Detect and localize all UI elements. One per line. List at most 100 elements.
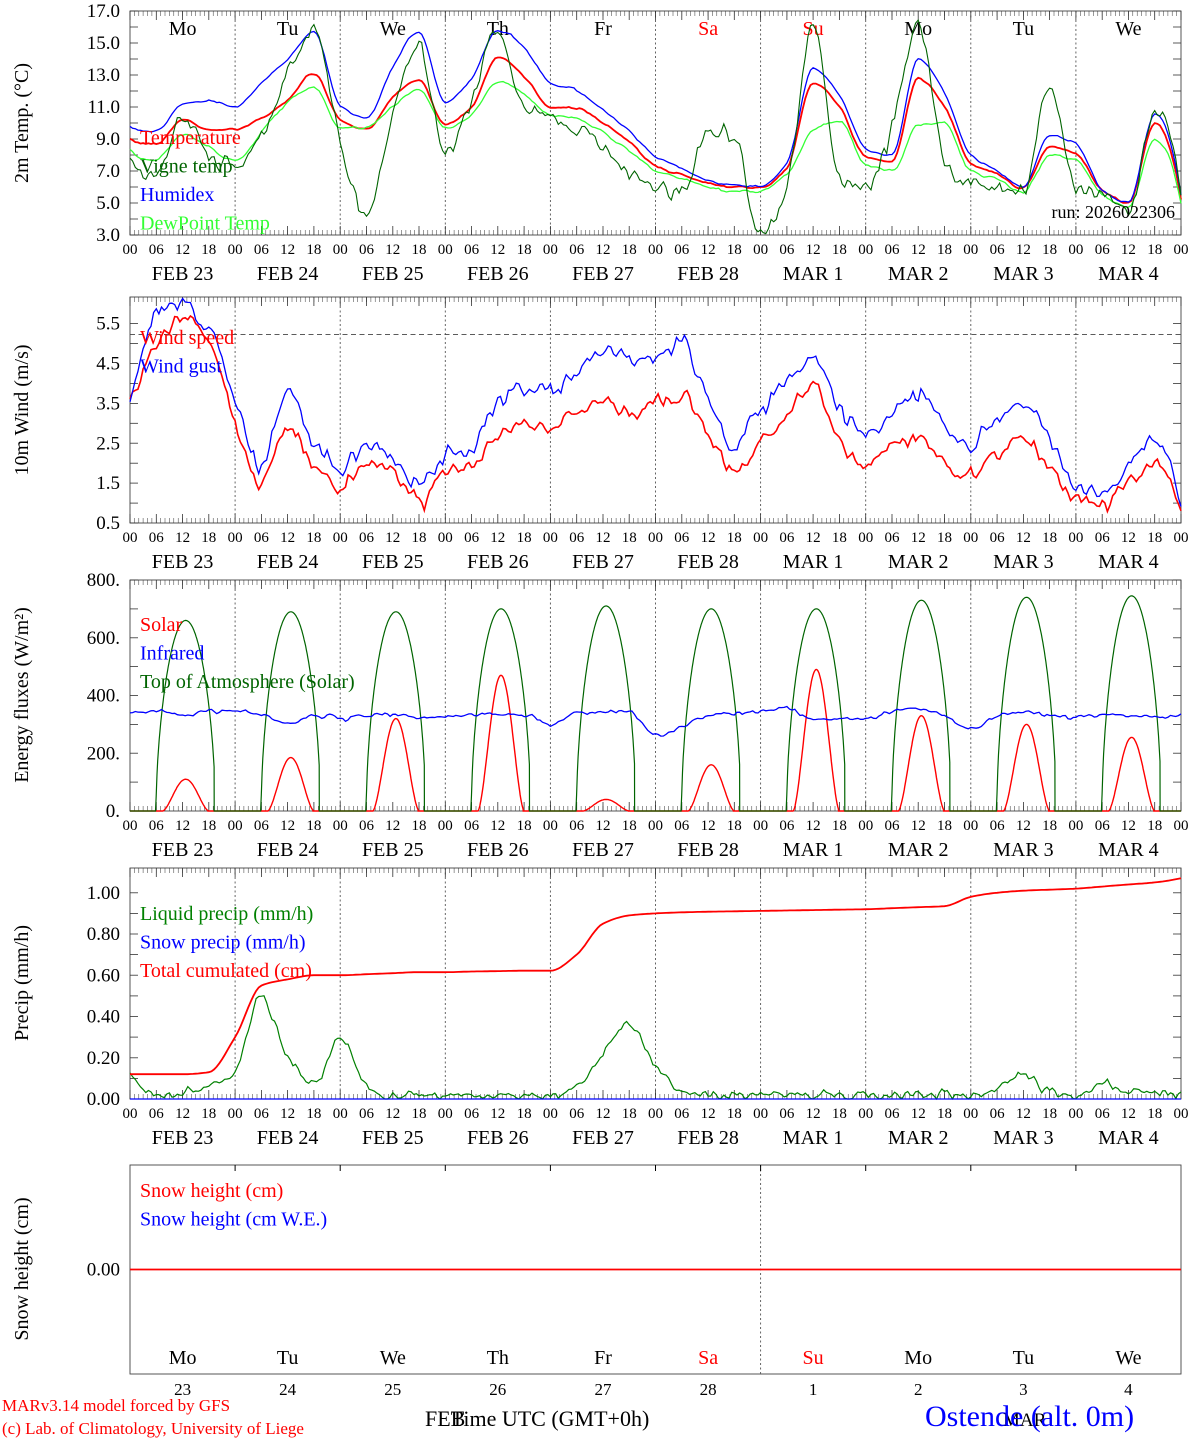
- svg-text:00: 00: [543, 1106, 558, 1122]
- svg-text:27: 27: [595, 1380, 613, 1399]
- svg-text:00: 00: [753, 530, 768, 546]
- svg-text:FEB 28: FEB 28: [677, 263, 739, 285]
- svg-text:18: 18: [517, 530, 532, 546]
- svg-text:FEB 27: FEB 27: [572, 1127, 634, 1149]
- svg-text:MAR 4: MAR 4: [1098, 1127, 1159, 1149]
- svg-text:Solar: Solar: [140, 614, 183, 636]
- svg-text:800.: 800.: [87, 570, 120, 591]
- svg-text:5.5: 5.5: [96, 314, 120, 335]
- svg-text:00: 00: [1068, 242, 1083, 258]
- svg-text:Tu: Tu: [277, 18, 299, 40]
- svg-text:12: 12: [1016, 1106, 1031, 1122]
- svg-text:06: 06: [464, 818, 480, 834]
- svg-text:4.5: 4.5: [96, 354, 120, 375]
- svg-text:12: 12: [385, 530, 400, 546]
- svg-text:06: 06: [569, 818, 585, 834]
- svg-text:18: 18: [306, 242, 321, 258]
- svg-text:12: 12: [596, 242, 611, 258]
- svg-text:12: 12: [490, 242, 505, 258]
- svg-text:2.5: 2.5: [96, 433, 120, 454]
- svg-text:18: 18: [1042, 818, 1057, 834]
- svg-text:18: 18: [306, 818, 321, 834]
- svg-text:0.60: 0.60: [87, 965, 120, 986]
- svg-text:Ostende (alt. 0m): Ostende (alt. 0m): [925, 1400, 1134, 1433]
- svg-text:00: 00: [543, 242, 558, 258]
- svg-text:00: 00: [963, 1106, 978, 1122]
- svg-text:Snow height (cm): Snow height (cm): [11, 1197, 33, 1340]
- svg-text:06: 06: [254, 818, 270, 834]
- svg-text:12: 12: [1121, 242, 1136, 258]
- svg-text:12: 12: [701, 1106, 716, 1122]
- svg-text:00: 00: [753, 818, 768, 834]
- svg-text:00: 00: [1174, 242, 1189, 258]
- svg-text:18: 18: [832, 530, 847, 546]
- svg-text:18: 18: [832, 242, 847, 258]
- svg-text:Sa: Sa: [698, 1347, 718, 1369]
- svg-text:12: 12: [596, 530, 611, 546]
- svg-text:06: 06: [885, 818, 901, 834]
- svg-text:06: 06: [359, 530, 375, 546]
- svg-text:FEB 26: FEB 26: [467, 263, 529, 285]
- svg-text:00: 00: [648, 818, 663, 834]
- svg-text:13.0: 13.0: [87, 65, 120, 86]
- svg-text:Mo: Mo: [904, 1347, 932, 1369]
- svg-text:Su: Su: [803, 1347, 824, 1369]
- svg-text:00: 00: [438, 530, 453, 546]
- svg-text:00: 00: [648, 530, 663, 546]
- svg-text:12: 12: [911, 818, 926, 834]
- svg-text:We: We: [380, 18, 406, 40]
- svg-text:12: 12: [701, 242, 716, 258]
- svg-text:18: 18: [622, 1106, 637, 1122]
- svg-text:06: 06: [779, 242, 795, 258]
- svg-text:(c) Lab. of Climatology, Unive: (c) Lab. of Climatology, University of L…: [2, 1419, 304, 1438]
- svg-text:We: We: [1115, 18, 1141, 40]
- svg-text:400.: 400.: [87, 686, 120, 707]
- svg-text:Time UTC (GMT+0h): Time UTC (GMT+0h): [451, 1406, 650, 1431]
- svg-text:00: 00: [333, 1106, 348, 1122]
- svg-text:06: 06: [464, 242, 480, 258]
- svg-text:06: 06: [1095, 818, 1111, 834]
- svg-text:MAR 1: MAR 1: [783, 839, 844, 861]
- svg-text:18: 18: [832, 818, 847, 834]
- svg-text:00: 00: [1174, 818, 1189, 834]
- svg-text:28: 28: [700, 1380, 717, 1399]
- svg-text:1: 1: [809, 1380, 818, 1399]
- svg-text:12: 12: [490, 530, 505, 546]
- svg-text:18: 18: [622, 242, 637, 258]
- svg-text:00: 00: [963, 818, 978, 834]
- svg-text:FEB 25: FEB 25: [362, 263, 424, 285]
- svg-text:00: 00: [333, 818, 348, 834]
- svg-text:06: 06: [569, 242, 585, 258]
- svg-text:FEB 23: FEB 23: [152, 551, 214, 573]
- svg-text:MAR 3: MAR 3: [993, 839, 1054, 861]
- svg-text:06: 06: [464, 530, 480, 546]
- svg-text:FEB 28: FEB 28: [677, 839, 739, 861]
- svg-text:18: 18: [832, 1106, 847, 1122]
- svg-text:18: 18: [1147, 242, 1162, 258]
- svg-text:18: 18: [412, 818, 427, 834]
- svg-text:06: 06: [149, 1106, 165, 1122]
- svg-text:12: 12: [280, 242, 295, 258]
- svg-text:FEB 26: FEB 26: [467, 1127, 529, 1149]
- svg-text:18: 18: [1042, 530, 1057, 546]
- svg-text:FEB 27: FEB 27: [572, 263, 634, 285]
- svg-text:12: 12: [280, 1106, 295, 1122]
- svg-text:00: 00: [438, 242, 453, 258]
- svg-text:06: 06: [990, 530, 1006, 546]
- svg-text:Tu: Tu: [1013, 1347, 1035, 1369]
- svg-text:12: 12: [1016, 242, 1031, 258]
- svg-text:FEB 24: FEB 24: [257, 839, 319, 861]
- svg-text:18: 18: [517, 1106, 532, 1122]
- svg-text:18: 18: [727, 818, 742, 834]
- svg-text:Top of Atmosphere (Solar): Top of Atmosphere (Solar): [140, 671, 355, 693]
- svg-text:12: 12: [280, 530, 295, 546]
- svg-text:MAR 2: MAR 2: [888, 551, 949, 573]
- svg-text:06: 06: [569, 1106, 585, 1122]
- svg-text:12: 12: [701, 818, 716, 834]
- svg-text:FEB 23: FEB 23: [152, 1127, 214, 1149]
- svg-text:Fr: Fr: [594, 18, 612, 40]
- svg-text:18: 18: [412, 1106, 427, 1122]
- svg-text:06: 06: [359, 818, 375, 834]
- svg-text:00: 00: [858, 242, 873, 258]
- svg-text:00: 00: [543, 818, 558, 834]
